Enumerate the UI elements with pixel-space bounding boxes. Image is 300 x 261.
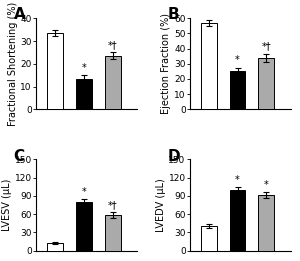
Text: D: D [167, 149, 180, 164]
Bar [259, 195, 275, 251]
Text: *†: *† [108, 40, 117, 50]
Text: *: * [235, 55, 240, 65]
Text: *†: *† [108, 200, 117, 210]
Text: *: * [264, 180, 269, 190]
Bar [76, 79, 92, 109]
Text: *†: *† [262, 42, 271, 52]
Y-axis label: Ejection Fraction (%): Ejection Fraction (%) [161, 13, 171, 114]
Bar [259, 58, 275, 109]
Bar [47, 33, 63, 109]
Text: *: * [81, 187, 86, 197]
Bar [230, 190, 245, 251]
Bar [47, 243, 63, 251]
Y-axis label: LVESV (μL): LVESV (μL) [2, 179, 12, 231]
Text: C: C [14, 149, 25, 164]
Text: *: * [235, 175, 240, 185]
Bar [76, 202, 92, 251]
Y-axis label: Fractional Shortening (%): Fractional Shortening (%) [8, 2, 18, 126]
Bar [201, 226, 217, 251]
Bar [105, 56, 121, 109]
Bar [201, 23, 217, 109]
Text: B: B [167, 7, 179, 22]
Bar [230, 72, 245, 109]
Bar [105, 215, 121, 251]
Y-axis label: LVEDV (μL): LVEDV (μL) [156, 178, 166, 232]
Text: A: A [14, 7, 26, 22]
Text: *: * [81, 63, 86, 73]
